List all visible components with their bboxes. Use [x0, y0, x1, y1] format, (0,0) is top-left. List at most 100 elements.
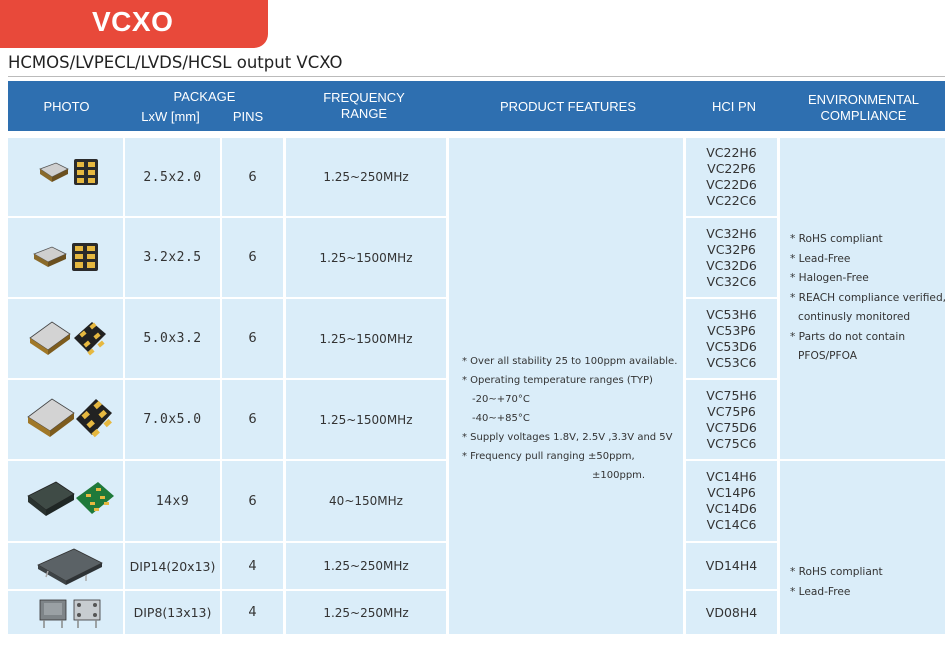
freq-value: 1.25~250MHz — [323, 605, 409, 620]
part-number: VC22C6 — [706, 193, 757, 208]
size-cell — [125, 299, 220, 378]
pins-value: 6 — [248, 250, 257, 265]
title-badge-text: VCXO — [92, 6, 174, 37]
pins-value: 4 — [248, 605, 257, 620]
pn-cell — [686, 380, 777, 459]
freq-cell — [286, 380, 446, 459]
env-list-b: * RoHS compliant * Lead-Free — [790, 563, 883, 602]
size-cell — [125, 218, 220, 297]
features-cell — [449, 138, 683, 634]
size-value: 14x9 — [155, 493, 190, 509]
env-line: * Lead-Free — [790, 252, 851, 265]
freq-cell — [286, 461, 446, 541]
title-badge — [0, 0, 268, 48]
part-numbers: VC53H6 VC53P6 VC53D6 VC53C6 — [686, 299, 777, 378]
env-line: * Halogen-Free — [790, 272, 869, 284]
part-number: VD08H4 — [705, 604, 758, 620]
pins-cell — [222, 461, 283, 541]
env-line: * RoHS compliant — [790, 233, 883, 245]
header-photo: PHOTO — [43, 99, 90, 114]
feature-line: ±100ppm. — [592, 470, 646, 481]
pins-value: 4 — [248, 558, 257, 574]
header-package: PACKAGE — [173, 89, 236, 104]
part-number: VC32C6 — [706, 273, 757, 289]
crystal-photo-dip8 — [39, 599, 101, 628]
header-features: PRODUCT FEATURES — [499, 99, 637, 114]
size-value: 3.2x2.5 — [143, 250, 202, 265]
size-value: DIP14(20x13) — [129, 558, 216, 574]
part-number: VC14C6 — [706, 517, 757, 532]
part-number: VC75C6 — [706, 435, 757, 451]
freq-cell — [286, 138, 446, 216]
size-value: 2.5x2.0 — [143, 169, 202, 185]
pn-cell — [686, 543, 777, 589]
env-cell-a — [780, 138, 945, 459]
part-number: VC53C6 — [706, 354, 757, 370]
photo-cell — [8, 138, 123, 216]
env-line: * REACH compliance verified, — [790, 291, 947, 304]
table-header: PHOTO PACKAGE LxW [mm] PINS FREQUENCY RA… — [8, 81, 945, 131]
part-numbers: VD08H4 — [686, 591, 777, 634]
pn-cell — [686, 591, 777, 634]
part-number: VC22H6 — [706, 145, 757, 160]
crystal-photo-2520 — [39, 159, 98, 185]
crystal-photo-14x9 — [27, 481, 114, 516]
header-env-2: COMPLIANCE — [820, 108, 907, 123]
part-number: VC32H6 — [706, 225, 757, 241]
part-number: VC32P6 — [707, 241, 756, 257]
part-numbers: VC14H6 VC14P6 VC14D6 VC14C6 — [686, 461, 777, 541]
part-number: VC14H6 — [706, 469, 757, 484]
freq-cell — [286, 299, 446, 378]
part-number: VC75D6 — [706, 419, 757, 435]
header-hci-pn: HCI PN — [711, 99, 757, 114]
feature-line: * Operating temperature ranges (TYP) — [462, 375, 653, 386]
freq-value: 40~150MHz — [329, 494, 403, 508]
feature-line: * Over all stability 25 to 100ppm availa… — [462, 356, 678, 367]
page-subtitle: HCMOS/LVPECL/LVDS/HCSL output VCXO — [8, 53, 343, 72]
header-env-1: ENVIRONMENTAL — [808, 92, 919, 107]
crystal-photo-5032 — [29, 321, 106, 356]
part-number: VC53P6 — [707, 322, 756, 338]
freq-cell — [286, 591, 446, 634]
header-frequency-2: RANGE — [340, 106, 388, 121]
size-value: 7.0x5.0 — [143, 412, 202, 427]
pins-cell — [222, 380, 283, 459]
part-number: VC32D6 — [706, 257, 757, 273]
header-lxw: LxW [mm] — [141, 109, 200, 124]
freq-value: 1.25~1500MHz — [319, 250, 413, 265]
size-cell — [125, 380, 220, 459]
size-cell — [125, 461, 220, 541]
part-number: VC53H6 — [706, 306, 757, 322]
part-numbers: VC32H6 VC32P6 VC32D6 VC32C6 — [686, 218, 777, 297]
size-value: DIP8(13x13) — [133, 605, 212, 620]
part-numbers: VC75H6 VC75P6 VC75D6 VC75C6 — [686, 380, 777, 459]
part-number: VC22P6 — [707, 161, 756, 176]
part-number: VC75H6 — [706, 387, 757, 403]
size-cell — [125, 591, 220, 634]
env-line: PFOS/PFOA — [798, 350, 857, 362]
freq-value: 1.25~250MHz — [323, 559, 409, 573]
freq-cell — [286, 218, 446, 297]
pins-cell — [222, 218, 283, 297]
feature-line: -40~+85°C — [472, 413, 530, 424]
feature-line: * Frequency pull ranging ±50ppm, — [462, 451, 635, 462]
pins-value: 6 — [248, 412, 257, 427]
crystal-photo-7050 — [27, 398, 112, 438]
pins-value: 6 — [248, 331, 257, 346]
size-cell — [125, 138, 220, 216]
pins-cell — [222, 543, 283, 589]
pins-value: 6 — [248, 493, 257, 509]
header-frequency-1: FREQUENCY — [323, 90, 405, 105]
freq-cell — [286, 543, 446, 589]
pins-cell — [222, 138, 283, 216]
pins-cell — [222, 591, 283, 634]
pn-cell — [686, 461, 777, 541]
part-number: VC75P6 — [707, 403, 756, 419]
pn-cell — [686, 299, 777, 378]
freq-value: 1.25~1500MHz — [319, 331, 413, 346]
env-line: * RoHS compliant — [790, 566, 883, 578]
part-number: VC53D6 — [706, 338, 757, 354]
size-cell — [125, 543, 220, 589]
crystal-photo-3225 — [33, 243, 98, 271]
part-number: VC14P6 — [707, 485, 756, 500]
